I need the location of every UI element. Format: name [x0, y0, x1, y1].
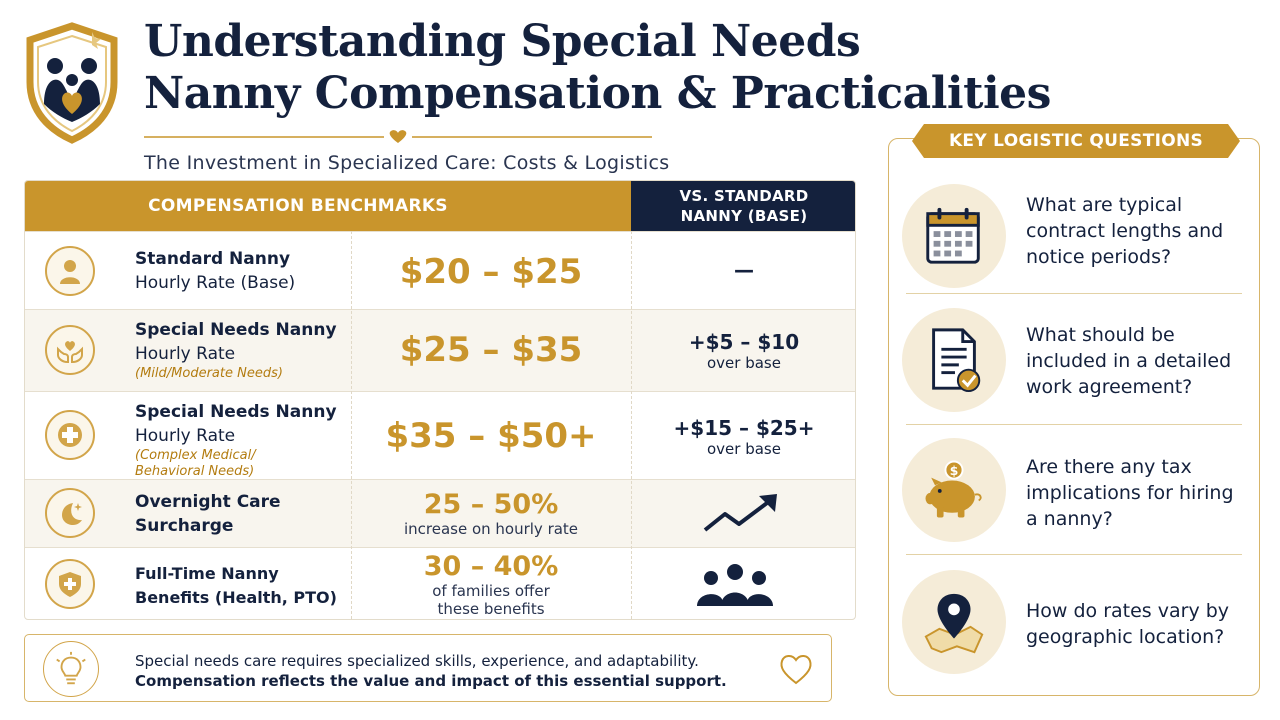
table-row: Overnight Care Surcharge 25 – 50% increa…: [25, 479, 855, 547]
column-divider: [351, 231, 352, 619]
question-item: $ Are there any tax implications for hir…: [900, 438, 1248, 550]
question-text: What are typical contract lengths and no…: [1026, 194, 1224, 268]
table-row: Special Needs Nanny Hourly Rate (Complex…: [25, 391, 855, 479]
moon-stars-icon: [45, 488, 95, 538]
row-label: Special Needs Nanny Hourly Rate (Complex…: [135, 402, 337, 479]
question-divider: [906, 554, 1242, 555]
row-label: Overnight Care Surcharge: [135, 492, 281, 536]
group-icon: [697, 564, 773, 606]
page-subtitle: The Investment in Specialized Care: Cost…: [144, 152, 670, 174]
compensation-table: COMPENSATION BENCHMARKS VS. STANDARD NAN…: [24, 180, 856, 620]
rate-value: $35 – $50+: [385, 416, 597, 456]
row-label: Full-Time Nanny Benefits (Health, PTO): [135, 564, 337, 607]
question-text: How do rates vary by geographic location…: [1026, 600, 1230, 648]
rate-value: $25 – $35: [399, 330, 583, 370]
heart-outline-icon: [780, 655, 812, 685]
rate-value: 25 – 50% increase on hourly rate: [403, 489, 579, 539]
row-label: Special Needs Nanny Hourly Rate (Mild/Mo…: [135, 320, 337, 381]
question-divider: [906, 293, 1242, 294]
panel-banner: KEY LOGISTIC QUESTIONS: [912, 124, 1240, 158]
question-text: What should be included in a detailed wo…: [1026, 324, 1232, 398]
table-row: Full-Time Nanny Benefits (Health, PTO) 3…: [25, 547, 855, 619]
lightbulb-icon: [43, 641, 99, 697]
table-row: Special Needs Nanny Hourly Rate (Mild/Mo…: [25, 309, 855, 391]
piggy-bank-icon: $: [902, 438, 1006, 542]
shield-plus-icon: [45, 559, 95, 609]
diff-value: —: [734, 258, 754, 282]
person-icon: [45, 246, 95, 296]
question-item: What are typical contract lengths and no…: [900, 180, 1248, 292]
table-header: COMPENSATION BENCHMARKS VS. STANDARD NAN…: [25, 181, 855, 231]
title-line-1: Understanding Special Needs: [144, 16, 861, 67]
diff-value: +$15 – $25+ over base: [673, 416, 815, 458]
rate-value: $20 – $25: [399, 252, 583, 292]
question-item: How do rates vary by geographic location…: [900, 568, 1248, 680]
calendar-icon: [902, 184, 1006, 288]
summary-note: Special needs care requires specialized …: [24, 634, 832, 702]
heart-divider: [144, 130, 652, 143]
page-title: Understanding Special Needs Nanny Compen…: [144, 16, 1051, 120]
note-text: Special needs care requires specialized …: [135, 652, 727, 690]
family-shield-logo: [26, 22, 118, 144]
diff-value: +$5 – $10 over base: [688, 330, 800, 372]
column-divider: [631, 231, 632, 619]
title-line-2: Nanny Compensation & Practicalities: [144, 68, 1051, 119]
document-check-icon: [902, 308, 1006, 412]
svg-text:$: $: [950, 464, 959, 478]
row-label: Standard Nanny Hourly Rate (Base): [135, 249, 296, 293]
question-text: Are there any tax implications for hirin…: [1026, 456, 1234, 530]
trend-up-icon: [703, 494, 777, 532]
question-divider: [906, 424, 1242, 425]
header-compensation-benchmarks: COMPENSATION BENCHMARKS: [25, 181, 631, 231]
heart-hands-icon: [45, 325, 95, 375]
panel-title: KEY LOGISTIC QUESTIONS: [948, 131, 1204, 151]
map-pin-icon: [902, 570, 1006, 674]
table-row: Standard Nanny Hourly Rate (Base) $20 – …: [25, 231, 855, 309]
medical-cross-icon: [45, 410, 95, 460]
rate-value: 30 – 40% of families offer these benefit…: [423, 551, 559, 619]
header-vs-standard: VS. STANDARD NANNY (BASE): [631, 181, 855, 231]
question-item: What should be included in a detailed wo…: [900, 308, 1248, 420]
